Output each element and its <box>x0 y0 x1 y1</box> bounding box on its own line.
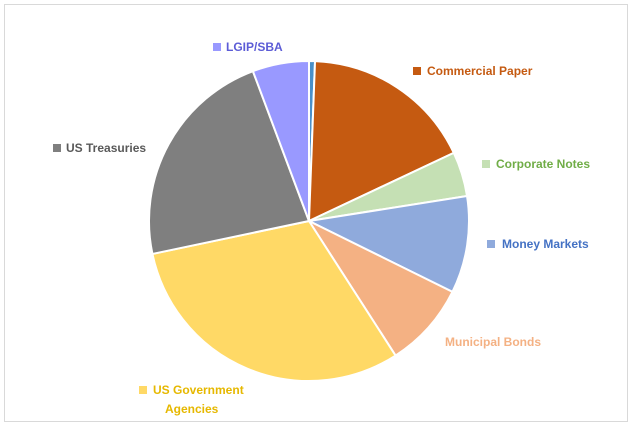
label-municipal-bonds: Municipal Bonds <box>445 335 541 349</box>
label-corporate-notes: Corporate Notes <box>482 157 590 171</box>
label-text-us-government-line1: US Government <box>153 383 244 397</box>
slice-municipal-bonds <box>306 218 454 357</box>
marker-us-government-agencies <box>139 386 147 394</box>
label-lgip-sba: LGIP/SBA <box>213 40 283 54</box>
label-text-money-markets: Money Markets <box>502 237 589 251</box>
slice-commercial-paper <box>307 60 456 223</box>
marker-us-treasuries <box>53 144 61 152</box>
label-text-lgip-sba: LGIP/SBA <box>226 40 283 54</box>
label-text-us-government-line2: Agencies <box>165 402 219 416</box>
label-text-corporate-notes: Corporate Notes <box>496 157 590 171</box>
slice-money-markets <box>305 194 470 294</box>
label-us-government-agencies: US Government Agencies <box>139 383 244 416</box>
label-us-treasuries: US Treasuries <box>53 141 146 155</box>
label-money-markets: Money Markets <box>487 237 589 251</box>
label-text-municipal-bonds: Municipal Bonds <box>445 335 541 349</box>
marker-lgip-sba <box>213 43 221 51</box>
pie-slices <box>148 59 470 382</box>
slice-us-government-agencies <box>151 219 397 382</box>
marker-commercial-paper <box>413 67 421 75</box>
label-text-us-treasuries: US Treasuries <box>66 141 146 155</box>
marker-corporate-notes <box>482 160 490 168</box>
label-commercial-paper: Commercial Paper <box>413 64 533 78</box>
label-text-commercial-paper: Commercial Paper <box>427 64 533 78</box>
slice-lgip-sba <box>251 59 310 222</box>
marker-money-markets <box>487 240 495 248</box>
